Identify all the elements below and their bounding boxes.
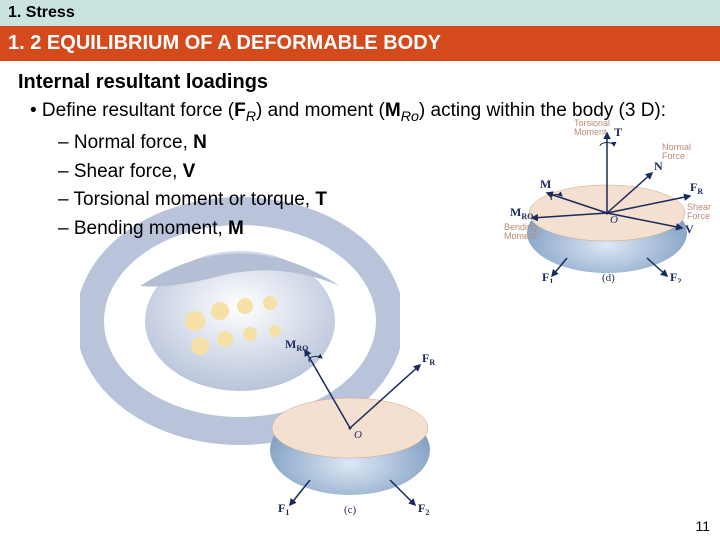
dash-sym: T [315, 189, 327, 210]
dash-sym: M [228, 218, 244, 239]
label-FR: F [690, 180, 697, 194]
callout-bending: BendingMoment [504, 222, 537, 241]
label-F1-c: F [278, 501, 285, 515]
page-number: 11 [695, 518, 710, 534]
label-FR-sub: R [697, 187, 703, 196]
callout-torsional: TorsionalMoment [574, 118, 610, 137]
label-N: N [654, 159, 663, 173]
label-MRo: M [510, 205, 521, 219]
dash-sym: V [183, 161, 196, 182]
section-header: 1. 2 EQUILIBRIUM OF A DEFORMABLE BODY [0, 26, 720, 61]
section-title: 1. 2 EQUILIBRIUM OF A DEFORMABLE BODY [8, 32, 441, 54]
label-F2: F [670, 270, 677, 283]
svg-text:FR: FR [690, 180, 703, 196]
label-F2-sub: 2 [677, 277, 681, 283]
dash-text: – Bending moment, [58, 218, 228, 239]
label-MRo-c: M [285, 337, 296, 351]
sym-M-sub: Ro [401, 109, 419, 125]
label-F1-sub-c: 1 [285, 508, 289, 515]
bullet-mid: ) and moment ( [256, 100, 385, 121]
label-O: O [610, 214, 618, 226]
svg-text:MRO: MRO [285, 337, 308, 353]
label-T: T [614, 125, 622, 139]
svg-text:F1: F1 [542, 270, 553, 283]
sym-F: F [234, 100, 246, 121]
caption-c: (c) [344, 504, 357, 515]
label-F2-sub-c: 2 [425, 508, 429, 515]
caption-d: (d) [602, 272, 615, 283]
callout-shear: ShearForce [687, 202, 711, 221]
svg-text:F1: F1 [278, 501, 289, 515]
label-M: M [540, 177, 551, 191]
label-FR-sub-c: R [429, 358, 435, 367]
label-FR-c: F [422, 351, 429, 365]
svg-text:MRO: MRO [510, 205, 533, 221]
label-F2-c: F [418, 501, 425, 515]
svg-text:F2: F2 [418, 501, 429, 515]
sym-M: M [385, 100, 401, 121]
label-MRo-sub: RO [521, 212, 533, 221]
label-F1: F [542, 270, 549, 283]
dash-text: – Torsional moment or torque, [58, 189, 315, 210]
svg-text:FR: FR [422, 351, 435, 367]
chapter-title: 1. Stress [8, 4, 75, 21]
label-O-c: O [354, 429, 362, 441]
label-F1-sub: 1 [549, 277, 553, 283]
sym-F-sub: R [246, 109, 256, 125]
dash-text: – Shear force, [58, 161, 183, 182]
label-V: V [685, 222, 694, 236]
bullet-pre: • Define resultant force ( [30, 100, 234, 121]
subheading: Internal resultant loadings [18, 71, 702, 94]
callout-normal: NormalForce [662, 142, 691, 161]
diagram-c: O MRO FR F1 F2 (c) [250, 330, 450, 515]
dash-sym: N [193, 132, 207, 153]
chapter-header: 1. Stress [0, 0, 720, 26]
svg-text:F2: F2 [670, 270, 681, 283]
label-MRo-sub-c: RO [296, 344, 308, 353]
dash-text: – Normal force, [58, 132, 193, 153]
diagram-d: O T N FR V M MRO F1 F2 TorsionalMoment N… [502, 118, 712, 283]
